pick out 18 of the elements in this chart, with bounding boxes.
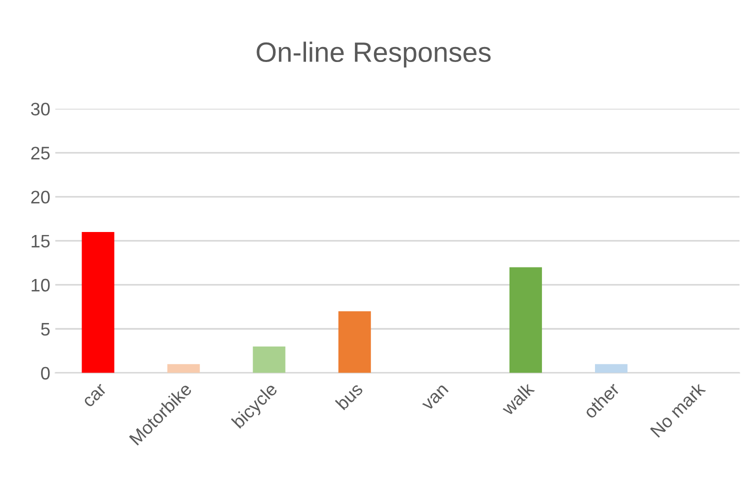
bar [82, 232, 114, 373]
y-tick-label: 15 [32, 234, 50, 248]
y-tick-label: 20 [31, 190, 50, 204]
y-tick-label: 10 [32, 278, 50, 292]
x-tick-label: walk [500, 381, 536, 416]
bar [509, 267, 542, 373]
x-tick-label: car [83, 384, 108, 408]
bar [338, 311, 371, 373]
bar [594, 364, 628, 373]
y-tick-label: 30 [31, 102, 50, 116]
y-tick-label: 5 [41, 322, 50, 336]
y-tick-label: 0 [41, 366, 50, 380]
x-tick-label: bus [334, 382, 364, 410]
x-tick-label: van [422, 384, 449, 412]
chart-title: On-line Responses [256, 42, 491, 68]
y-tick-label: 25 [31, 146, 50, 160]
bar [167, 364, 200, 373]
bar [252, 346, 286, 373]
